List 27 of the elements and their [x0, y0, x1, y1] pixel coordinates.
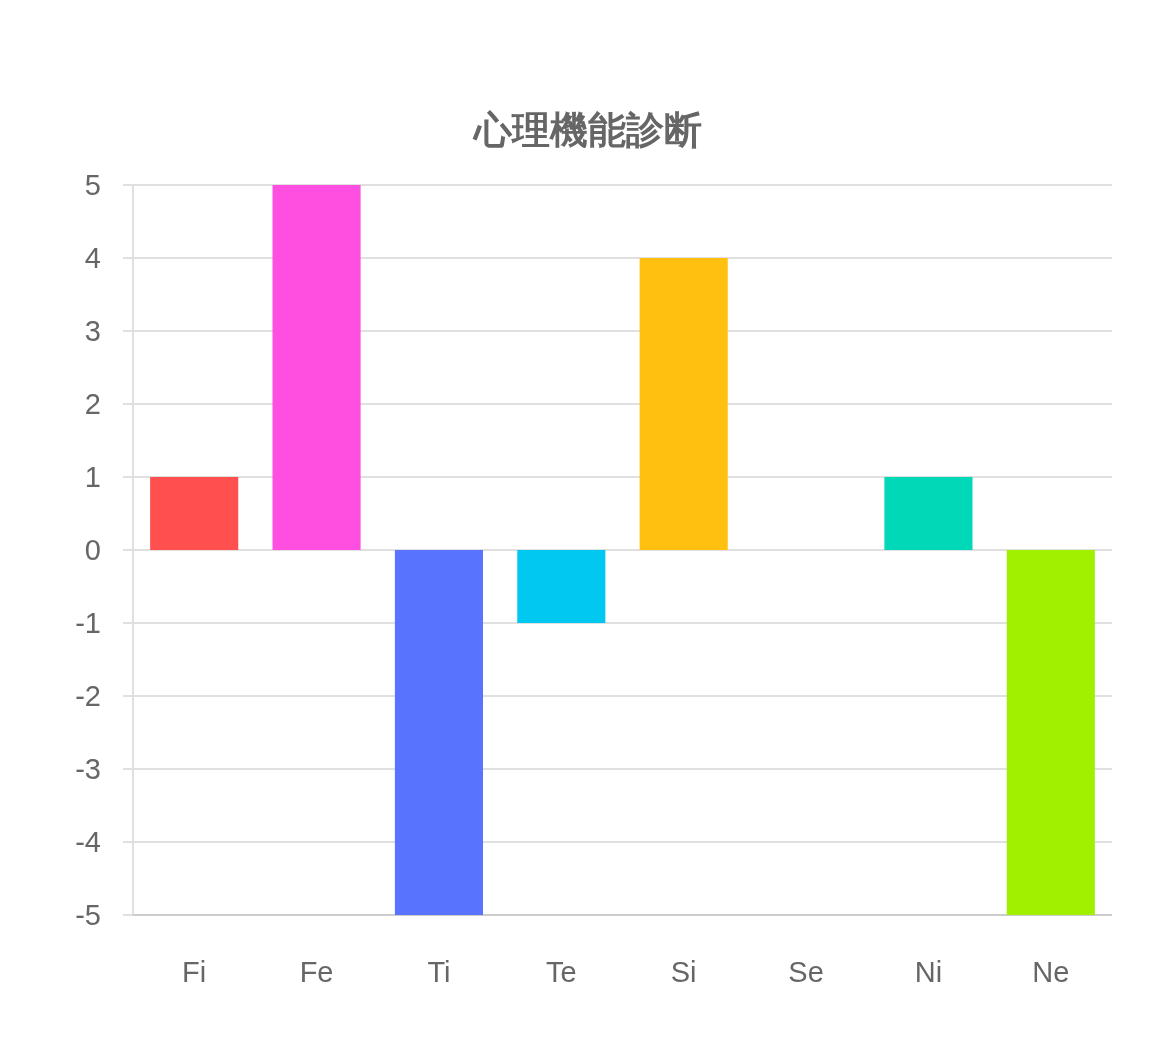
x-tick-label: Ni: [914, 956, 943, 988]
y-tick-label: -3: [75, 753, 101, 785]
y-tick-label: -2: [75, 680, 101, 712]
bar: [517, 550, 606, 623]
y-tick-label: -1: [75, 607, 101, 639]
bar: [394, 550, 483, 915]
y-tick-label: 1: [84, 461, 101, 493]
y-tick-label: -4: [75, 826, 101, 858]
bar: [884, 477, 973, 550]
y-tick-label: 2: [84, 388, 101, 420]
y-tick-label: 3: [84, 315, 101, 347]
y-tick-label: 5: [84, 169, 101, 201]
x-tick-label: Ti: [427, 956, 451, 988]
x-tick-label: Fi: [182, 956, 207, 988]
bar: [639, 258, 728, 550]
x-tick-label: Si: [670, 956, 697, 988]
y-tick-label: -5: [75, 899, 101, 931]
x-tick-label: Se: [788, 956, 824, 988]
x-tick-label: Fe: [299, 956, 334, 988]
y-tick-label: 0: [84, 534, 101, 566]
y-tick-label: 4: [84, 242, 101, 274]
x-tick-label: Te: [545, 956, 577, 988]
bar: [150, 477, 239, 550]
bar: [1006, 550, 1095, 915]
x-tick-label: Ne: [1032, 956, 1070, 988]
chart-title: 心理機能診断: [471, 109, 702, 151]
bar: [272, 185, 361, 550]
